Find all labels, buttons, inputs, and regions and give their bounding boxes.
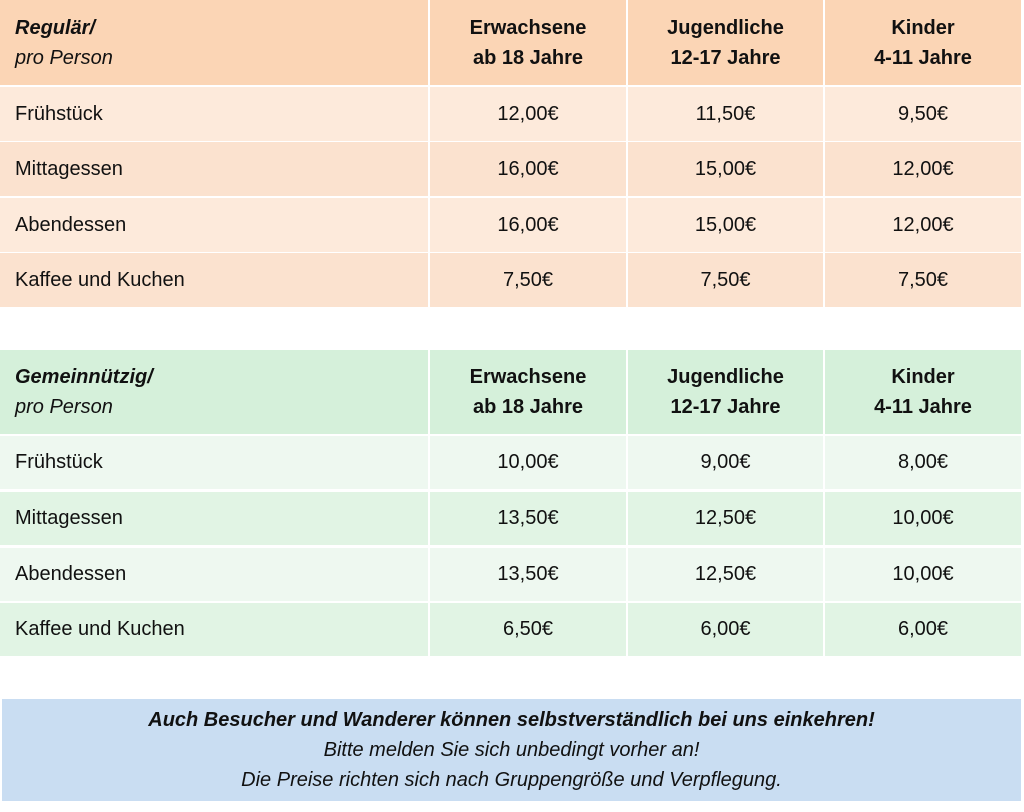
price-cell: 13,50€: [430, 492, 626, 545]
header-cell: Kinder 4-11 Jahre: [825, 0, 1021, 85]
meal-cell: Kaffee und Kuchen: [0, 603, 428, 656]
price-cell: 9,50€: [825, 87, 1021, 141]
meal-cell: Abendessen: [0, 548, 428, 601]
meal-cell: Frühstück: [0, 436, 428, 489]
table-subtitle: pro Person: [15, 396, 113, 418]
price-cell: 10,00€: [430, 436, 626, 489]
price-cell: 16,00€: [430, 198, 626, 252]
price-cell: 12,00€: [825, 198, 1021, 252]
price-cell: 10,00€: [825, 492, 1021, 545]
price-cell: 11,50€: [628, 87, 823, 141]
header-cell: Gemeinnützig/pro Person: [0, 350, 428, 434]
price-cell: 6,50€: [430, 603, 626, 656]
header-cell: Erwachsene ab 18 Jahre: [430, 0, 626, 85]
column-header: Jugendliche: [667, 16, 784, 39]
meal-cell: Mittagessen: [0, 142, 428, 196]
price-cell: 7,50€: [430, 253, 626, 307]
column-header: Kinder: [891, 366, 955, 388]
price-cell: 12,50€: [628, 548, 823, 601]
meal-cell: Kaffee und Kuchen: [0, 253, 428, 307]
note-box: Auch Besucher und Wanderer können selbst…: [2, 699, 1021, 801]
column-header: ab 18 Jahre: [472, 46, 584, 69]
price-cell: 7,50€: [825, 253, 1021, 307]
column-header: 4-11 Jahre: [874, 46, 972, 69]
note-headline: Auch Besucher und Wanderer können selbst…: [148, 709, 875, 731]
meal-cell: Frühstück: [0, 87, 428, 141]
note-line: Die Preise richten sich nach Gruppengröß…: [241, 769, 782, 791]
price-cell: 7,50€: [628, 253, 823, 307]
header-cell: Erwachsene ab 18 Jahre: [430, 350, 626, 434]
table-subtitle: pro Person: [15, 46, 113, 69]
price-cell: 6,00€: [628, 603, 823, 656]
price-cell: 10,00€: [825, 548, 1021, 601]
header-cell: Jugendliche 12-17 Jahre: [628, 350, 823, 434]
column-header: 12-17 Jahre: [670, 396, 781, 418]
header-cell: Jugendliche 12-17 Jahre: [628, 0, 823, 85]
note-line: Bitte melden Sie sich unbedingt vorher a…: [323, 739, 700, 761]
column-header: Erwachsene: [469, 366, 587, 388]
price-cell: 12,50€: [628, 492, 823, 545]
table-title: Gemeinnützig/: [15, 366, 153, 388]
column-header: Jugendliche: [667, 366, 784, 388]
column-header: Kinder: [891, 16, 955, 39]
price-cell: 16,00€: [430, 142, 626, 196]
price-cell: 6,00€: [825, 603, 1021, 656]
price-cell: 15,00€: [628, 198, 823, 252]
price-cell: 12,00€: [825, 142, 1021, 196]
header-cell: Kinder 4-11 Jahre: [825, 350, 1021, 434]
meal-cell: Mittagessen: [0, 492, 428, 545]
column-header: 12-17 Jahre: [670, 46, 781, 69]
column-header: ab 18 Jahre: [472, 396, 584, 418]
price-cell: 12,00€: [430, 87, 626, 141]
price-cell: 8,00€: [825, 436, 1021, 489]
table-title: Regulär/: [15, 16, 96, 39]
column-header: Erwachsene: [469, 16, 587, 39]
price-cell: 13,50€: [430, 548, 626, 601]
price-cell: 15,00€: [628, 142, 823, 196]
column-header: 4-11 Jahre: [874, 396, 972, 418]
header-cell: Regulär/pro Person: [0, 0, 428, 85]
price-cell: 9,00€: [628, 436, 823, 489]
meal-cell: Abendessen: [0, 198, 428, 252]
